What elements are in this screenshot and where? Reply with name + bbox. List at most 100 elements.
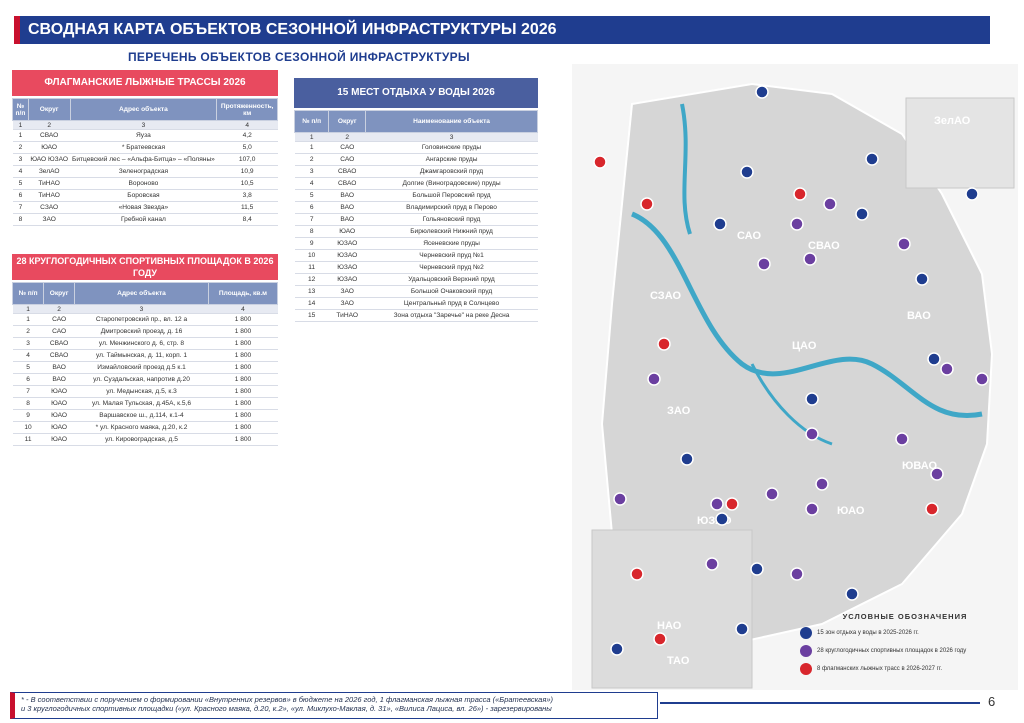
- table-cell: 1 800: [208, 421, 278, 434]
- table-row: 9 ЮАО Варшавское ш., д.114, к.1-4 1 800: [12, 409, 278, 422]
- map-marker-icon[interactable]: [793, 187, 807, 201]
- table-row: 5 ВАО Большой Перовский пруд: [294, 189, 538, 202]
- table-row: 5 ТиНАО Вороново 10,5: [12, 177, 278, 190]
- table-cell: 1: [12, 120, 29, 130]
- map-marker-icon[interactable]: [705, 557, 719, 571]
- table-cell: ЮЗАО: [328, 237, 366, 250]
- table-row: 2 ЮАО * Братеевская 5,0: [12, 141, 278, 154]
- table-cell: СВАО: [328, 177, 366, 190]
- table-cell: САО: [328, 153, 366, 166]
- map-marker-icon[interactable]: [815, 477, 829, 491]
- table-cell: Головинские пруды: [365, 141, 538, 154]
- legend-item-sports: 28 круглогодичных спортивных площадок в …: [800, 645, 1010, 657]
- moscow-outline: [600, 82, 994, 646]
- map-marker-icon[interactable]: [845, 587, 859, 601]
- table-cell: 7: [294, 213, 329, 226]
- map-marker-icon[interactable]: [657, 337, 671, 351]
- map-marker-icon[interactable]: [630, 567, 644, 581]
- table-cell: Большой Очаковский пруд: [365, 285, 538, 298]
- map-marker-icon[interactable]: [755, 85, 769, 99]
- table-cell: 3: [12, 153, 29, 166]
- map-marker-icon[interactable]: [735, 622, 749, 636]
- table-cell: Черневский пруд №1: [365, 249, 538, 262]
- table-row: 12 ЮЗАО Удальцовский Верхний пруд: [294, 273, 538, 286]
- table-row: 3 ЮАО ЮЗАО Битцевский лес – «Альфа-Битца» …: [12, 153, 278, 166]
- map-marker-icon[interactable]: [593, 155, 607, 169]
- ski-section-title: ФЛАГМАНСКИЕ ЛЫЖНЫЕ ТРАССЫ 2026: [12, 70, 278, 96]
- map-marker-icon[interactable]: [975, 372, 989, 386]
- map-marker-icon[interactable]: [855, 207, 869, 221]
- sports-marker-icon: [800, 645, 812, 657]
- map-marker-icon[interactable]: [865, 152, 879, 166]
- map-marker-icon[interactable]: [805, 392, 819, 406]
- table-row: 2 САО Дмитровский проезд, д. 16 1 800: [12, 325, 278, 338]
- map-marker-icon[interactable]: [610, 642, 624, 656]
- table-cell: 6: [294, 201, 329, 214]
- map-marker-icon[interactable]: [803, 252, 817, 266]
- table-cell: Зона отдыха "Заречье" на реке Десна: [365, 309, 538, 322]
- ski-col-header: Протяженность, км: [216, 98, 278, 121]
- table-cell: ЮАО: [328, 225, 366, 238]
- map-marker-icon[interactable]: [805, 427, 819, 441]
- table-row: 8 ЮАО Бирюлевский Нижний пруд: [294, 225, 538, 238]
- map-marker-icon[interactable]: [740, 165, 754, 179]
- table-row: 4 ЗелАО Зеленоградская 10,9: [12, 165, 278, 178]
- district-label: СВАО: [808, 240, 840, 252]
- sports-col-header: Адрес объекта: [74, 282, 209, 305]
- table-cell: ул. Менжинского д. 6, стр. 8: [74, 337, 209, 350]
- map-marker-icon[interactable]: [790, 567, 804, 581]
- table-cell: 1: [294, 141, 329, 154]
- table-cell: 4: [216, 120, 278, 130]
- map-marker-icon[interactable]: [897, 237, 911, 251]
- map-marker-icon[interactable]: [750, 562, 764, 576]
- map-marker-icon[interactable]: [725, 497, 739, 511]
- table-cell: 11: [294, 261, 329, 274]
- table-cell: ЮАО ЮЗАО: [28, 153, 70, 166]
- map-marker-icon[interactable]: [647, 372, 661, 386]
- map-marker-icon[interactable]: [930, 467, 944, 481]
- table-row: 4 СВАО Долгие (Виноградовские) пруды: [294, 177, 538, 190]
- table-cell: 10: [12, 421, 44, 434]
- table-cell: 3: [365, 132, 538, 142]
- table-cell: 9: [294, 237, 329, 250]
- map-marker-icon[interactable]: [715, 512, 729, 526]
- table-cell: САО: [43, 313, 75, 326]
- table-cell: 2: [12, 325, 44, 338]
- map-marker-icon[interactable]: [915, 272, 929, 286]
- page-title: СВОДНАЯ КАРТА ОБЪЕКТОВ СЕЗОННОЙ ИНФРАСТР…: [28, 21, 557, 38]
- moscow-map: ЗелАОСАОСВАОСЗАОВАОЦАОЗАОЮВАОЮАОЮЗАОНАОТ…: [572, 64, 1018, 690]
- moskva-river: [631, 211, 983, 418]
- table-cell: 5,0: [216, 141, 278, 154]
- map-marker-icon[interactable]: [925, 502, 939, 516]
- table-cell: 2: [28, 120, 70, 130]
- map-marker-icon[interactable]: [927, 352, 941, 366]
- water-marker-icon: [800, 627, 812, 639]
- map-marker-icon[interactable]: [713, 217, 727, 231]
- table-row: 7 ЮАО ул. Медынская, д.5, к.3 1 800: [12, 385, 278, 398]
- table-cell: 8,4: [216, 213, 278, 226]
- map-marker-icon[interactable]: [680, 452, 694, 466]
- table-cell: 1 800: [208, 349, 278, 362]
- map-marker-icon[interactable]: [653, 632, 667, 646]
- map-marker-icon[interactable]: [805, 502, 819, 516]
- map-marker-icon[interactable]: [613, 492, 627, 506]
- table-cell: 1 800: [208, 337, 278, 350]
- map-marker-icon[interactable]: [823, 197, 837, 211]
- map-marker-icon[interactable]: [710, 497, 724, 511]
- map-marker-icon[interactable]: [765, 487, 779, 501]
- table-cell: СВАО: [43, 349, 75, 362]
- table-row: 5 ВАО Измайловский проезд д.5 к.1 1 800: [12, 361, 278, 374]
- table-cell: Вороново: [70, 177, 217, 190]
- map-marker-icon[interactable]: [965, 187, 979, 201]
- table-cell: Большой Перовский пруд: [365, 189, 538, 202]
- sports-section-title: 28 КРУГЛОГОДИЧНЫХ СПОРТИВНЫХ ПЛОЩАДОК В …: [12, 254, 278, 280]
- table-cell: 3: [74, 304, 209, 314]
- table-cell: ЮАО: [43, 421, 75, 434]
- map-marker-icon[interactable]: [790, 217, 804, 231]
- map-marker-icon[interactable]: [895, 432, 909, 446]
- map-marker-icon[interactable]: [940, 362, 954, 376]
- map-marker-icon[interactable]: [640, 197, 654, 211]
- map-marker-icon[interactable]: [757, 257, 771, 271]
